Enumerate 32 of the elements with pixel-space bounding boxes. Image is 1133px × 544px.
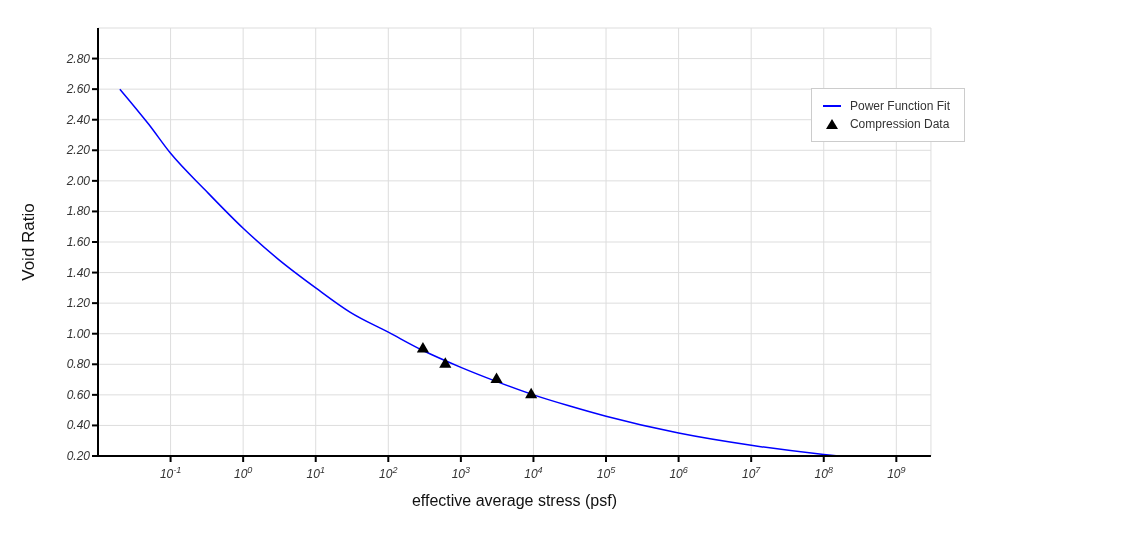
y-tick-label: 0.20 bbox=[66, 449, 91, 463]
x-axis-title: effective average stress (psf) bbox=[411, 492, 618, 509]
x-tick-label: 10$^{6}$ bbox=[669, 465, 688, 481]
y-tick-label: 2.60 bbox=[65, 82, 91, 97]
x-tick-label: 10$^{4}$ bbox=[524, 465, 543, 481]
x-tick-label: 10$^{5}$ bbox=[596, 465, 617, 481]
y-tick-label: 1.40 bbox=[66, 265, 91, 280]
x-tick-label: 10$^{9}$ bbox=[887, 465, 906, 481]
y-tick-label: 0.40 bbox=[66, 418, 91, 433]
point bbox=[490, 372, 503, 384]
x-tick-label: 10$^{2}$ bbox=[379, 465, 398, 481]
legend-label: Power Function Fit bbox=[849, 99, 950, 113]
y-tick-label: 2.00 bbox=[65, 173, 91, 188]
y-tick-label: 1.80 bbox=[66, 204, 91, 219]
x-tick-label: 10$^{7}$ bbox=[741, 465, 762, 481]
y-tick-label: 2.40 bbox=[65, 112, 91, 127]
point bbox=[525, 387, 538, 399]
y-tick-label: 2.80 bbox=[65, 51, 91, 66]
x-tick-label: 10$^{8}$ bbox=[814, 465, 833, 481]
y-tick-label: 0.60 bbox=[66, 387, 91, 402]
legend-label: Compression Data bbox=[849, 117, 950, 131]
x-tick-label: 10$^{1}$ bbox=[306, 465, 325, 481]
y-tick-label: 0.80 bbox=[66, 357, 91, 372]
x-tick-label: 10$^{-1}$ bbox=[159, 465, 182, 481]
y-tick-label: 1.60 bbox=[66, 235, 91, 249]
y-tick-label: 2.20 bbox=[65, 143, 91, 158]
y-tick-label: 1.00 bbox=[66, 326, 91, 341]
y-tick-label: 1.20 bbox=[66, 296, 91, 311]
x-tick-label: 10$^{0}$ bbox=[233, 465, 253, 481]
x-tick-label: 10$^{3}$ bbox=[451, 465, 471, 481]
point bbox=[416, 341, 430, 353]
y-axis-title: Void Ratio bbox=[19, 203, 39, 281]
